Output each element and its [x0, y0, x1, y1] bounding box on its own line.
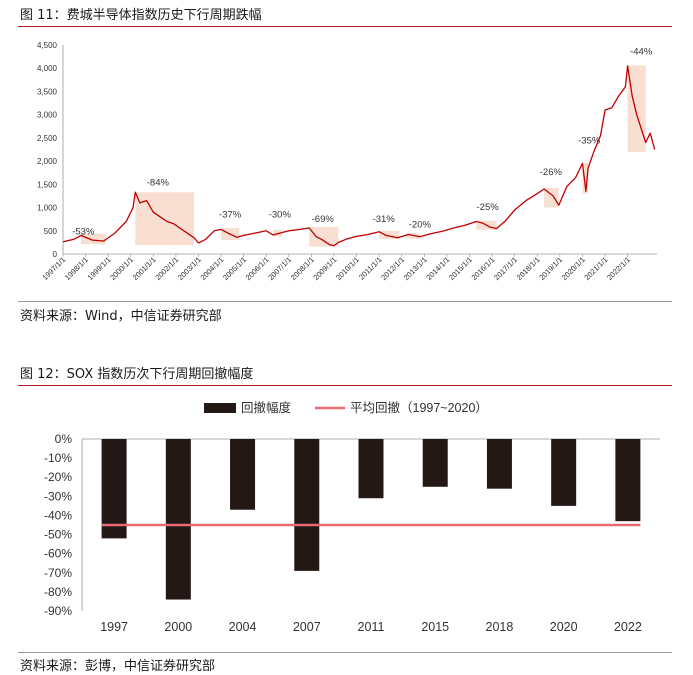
y-tick-label: 0% [55, 432, 73, 446]
y-tick-label: -60% [44, 547, 72, 561]
x-tick-label: 2002/1/1 [153, 255, 180, 282]
x-tick-label: 2022/1/1 [605, 255, 632, 282]
x-tick-label: 2015/1/1 [447, 255, 474, 282]
bar-2022 [615, 439, 641, 522]
x-tick-label: 2007/1/1 [266, 255, 293, 282]
x-tick-label: 2003/1/1 [176, 255, 203, 282]
bar-1997 [101, 439, 127, 539]
x-tick-label: 1999/1/1 [86, 255, 113, 282]
x-tick-label: 2010/1/1 [334, 255, 361, 282]
bar-2007 [294, 439, 320, 571]
x-tick-label: 1998/1/1 [63, 255, 90, 282]
figure-12-title: 图 12：SOX 指数历次下行周期回撤幅度 [20, 367, 254, 382]
decline-period-box [379, 230, 400, 240]
x-tick-label: 2011/1/1 [357, 255, 384, 282]
x-tick-label: 2011 [358, 620, 385, 634]
decline-period-box [627, 65, 646, 152]
decline-percent-label: -53% [72, 226, 95, 237]
figure-12-source-rule [18, 652, 672, 653]
y-tick-label: 500 [44, 227, 58, 236]
x-tick-label: 2004 [229, 620, 257, 634]
x-tick-label: 2012/1/1 [379, 255, 406, 282]
sox-index-line [62, 65, 656, 247]
y-tick-label: 1,500 [37, 180, 58, 189]
decline-percent-label: -35% [578, 135, 601, 146]
y-tick-label: -10% [44, 451, 72, 465]
y-tick-label: 2,500 [37, 134, 58, 143]
x-tick-label: 2013/1/1 [402, 255, 429, 282]
y-tick-label: -50% [44, 528, 72, 542]
figure-11-source: 资料来源：Wind，中信证券研究部 [20, 309, 222, 324]
bar-chart-drawdowns: 回撤幅度 平均回撤（1997~2020） 0% -10% -20% -30% -40% -50… [44, 400, 660, 634]
x-tick-label: 2018 [486, 620, 514, 634]
figure-11-title-rule [18, 26, 672, 27]
x-tick-label: 2016/1/1 [470, 255, 497, 282]
x-tick-label: 2015 [421, 620, 449, 634]
x-tick-label: 2000 [164, 620, 192, 634]
bar-2020 [551, 439, 577, 506]
bar-2000 [165, 439, 191, 600]
decline-percent-label: -44% [630, 46, 653, 57]
y-tick-label: -90% [44, 604, 72, 618]
figure-11-title: 图 11：费城半导体指数历史下行周期跌幅 [20, 8, 262, 23]
x-tick-label: 2008/1/1 [289, 255, 316, 282]
decline-percent-label: -20% [409, 220, 432, 231]
legend-label-bars: 回撤幅度 [241, 400, 292, 415]
x-tick-label: 2018/1/1 [515, 255, 542, 282]
x-tick-label: 2020 [550, 620, 578, 634]
y-tick-label: 1,000 [37, 204, 58, 213]
y-tick-label: 3,500 [37, 87, 58, 96]
legend-swatch-bars [204, 403, 236, 413]
y-tick-label: -40% [44, 508, 72, 522]
bar-2015 [422, 439, 448, 487]
decline-period-box [309, 227, 339, 247]
figure-12-source: 资料来源：彭博，中信证券研究部 [20, 659, 216, 674]
decline-period-box [81, 233, 106, 245]
x-tick-label: 2019/1/1 [537, 255, 564, 282]
bar-2004 [230, 439, 256, 510]
decline-percent-label: -31% [373, 214, 396, 225]
decline-percent-label: -30% [269, 209, 292, 220]
decline-period-box [582, 162, 589, 194]
y-tick-label: 2,000 [37, 157, 58, 166]
decline-percent-label: -26% [540, 167, 563, 178]
line-chart-sox-history: 0 500 1,000 1,500 2,000 2,500 3,000 3,500 4,000 4… [37, 41, 657, 282]
decline-percent-label: -84% [147, 177, 170, 188]
decline-period-box [135, 192, 194, 246]
bar-2011 [358, 439, 384, 499]
x-tick-label: 2021/1/1 [582, 255, 609, 282]
y-tick-label: 0 [53, 250, 58, 259]
y-tick-label: 4,500 [37, 41, 58, 50]
x-tick-label: 2005/1/1 [221, 255, 248, 282]
x-tick-label: 2017/1/1 [492, 255, 519, 282]
decline-period-box [544, 188, 559, 208]
x-tick-label: 2000/1/1 [108, 255, 135, 282]
decline-percent-label: -69% [312, 214, 335, 225]
y-tick-label: -80% [44, 585, 72, 599]
y-tick-label: -70% [44, 566, 72, 580]
x-tick-label: 2009/1/1 [311, 255, 338, 282]
x-tick-label: 2001/1/1 [131, 255, 158, 282]
legend-label-average: 平均回撤（1997~2020） [350, 400, 488, 415]
x-tick-label: 2014/1/1 [424, 255, 451, 282]
x-tick-label: 1997/1/1 [40, 255, 67, 282]
x-tick-label: 1997 [100, 620, 128, 634]
decline-percent-label: -37% [219, 209, 242, 220]
x-tick-label: 2006/1/1 [244, 255, 271, 282]
y-tick-label: 3,000 [37, 111, 58, 120]
y-tick-label: -20% [44, 470, 72, 484]
x-tick-label: 2020/1/1 [560, 255, 587, 282]
figure-11-source-rule [18, 301, 672, 302]
figure-12-title-rule [18, 385, 672, 386]
x-tick-label: 2022 [614, 620, 642, 634]
x-tick-label: 2007 [293, 620, 321, 634]
y-tick-label: 4,000 [37, 64, 58, 73]
decline-percent-label: -25% [477, 202, 500, 213]
bar-2018 [486, 439, 512, 489]
x-tick-label: 2004/1/1 [198, 255, 225, 282]
y-tick-label: -30% [44, 489, 72, 503]
